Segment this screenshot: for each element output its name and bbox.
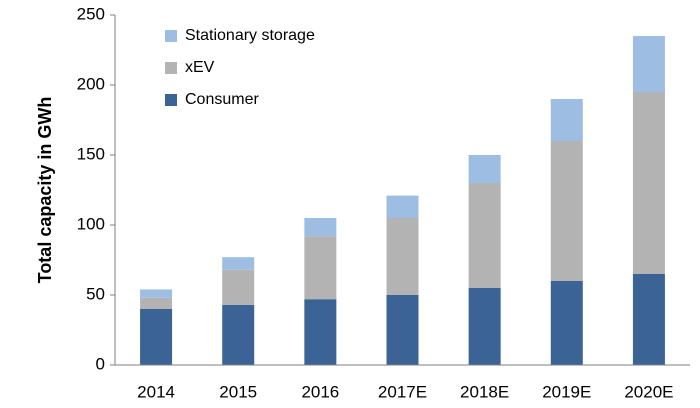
bar-segment bbox=[468, 155, 501, 183]
bar-segment bbox=[304, 299, 337, 365]
bar-segment bbox=[140, 289, 173, 298]
legend-label: Stationary storage bbox=[185, 27, 315, 44]
bar-segment bbox=[222, 269, 255, 305]
legend-swatch bbox=[165, 94, 177, 106]
x-tick-label: 2016 bbox=[301, 382, 339, 401]
y-tick-label: 200 bbox=[77, 74, 105, 93]
bar-segment bbox=[632, 92, 665, 274]
bar-segment bbox=[550, 141, 583, 281]
y-tick-label: 0 bbox=[96, 354, 105, 373]
bar-segment bbox=[468, 183, 501, 288]
bar-segment bbox=[550, 99, 583, 141]
bar-segment bbox=[386, 195, 419, 218]
bar-segment bbox=[550, 281, 583, 365]
bar-segment bbox=[632, 274, 665, 365]
bar-segment bbox=[140, 309, 173, 365]
bar-segment bbox=[632, 36, 665, 92]
bar-segment bbox=[140, 297, 173, 309]
y-tick-label: 50 bbox=[86, 284, 105, 303]
y-tick-label: 150 bbox=[77, 144, 105, 163]
bar-segment bbox=[386, 295, 419, 365]
x-tick-label: 2019E bbox=[542, 382, 591, 401]
bar-segment bbox=[304, 236, 337, 300]
bar-segment bbox=[386, 218, 419, 295]
x-tick-label: 2018E bbox=[460, 382, 509, 401]
x-tick-label: 2014 bbox=[137, 382, 175, 401]
x-tick-label: 2015 bbox=[219, 382, 257, 401]
legend-swatch bbox=[165, 30, 177, 42]
y-tick-label: 100 bbox=[77, 214, 105, 233]
bar-segment bbox=[468, 288, 501, 365]
bar-segment bbox=[222, 257, 255, 270]
x-tick-label: 2017E bbox=[378, 382, 427, 401]
x-tick-label: 2020E bbox=[624, 382, 673, 401]
bar-segment bbox=[304, 218, 337, 237]
y-axis-label: Total capacity in GWh bbox=[35, 97, 55, 284]
legend-label: xEV bbox=[185, 59, 215, 76]
bar-segment bbox=[222, 304, 255, 365]
legend-swatch bbox=[165, 62, 177, 74]
legend-label: Consumer bbox=[185, 91, 259, 108]
y-tick-label: 250 bbox=[77, 4, 105, 23]
